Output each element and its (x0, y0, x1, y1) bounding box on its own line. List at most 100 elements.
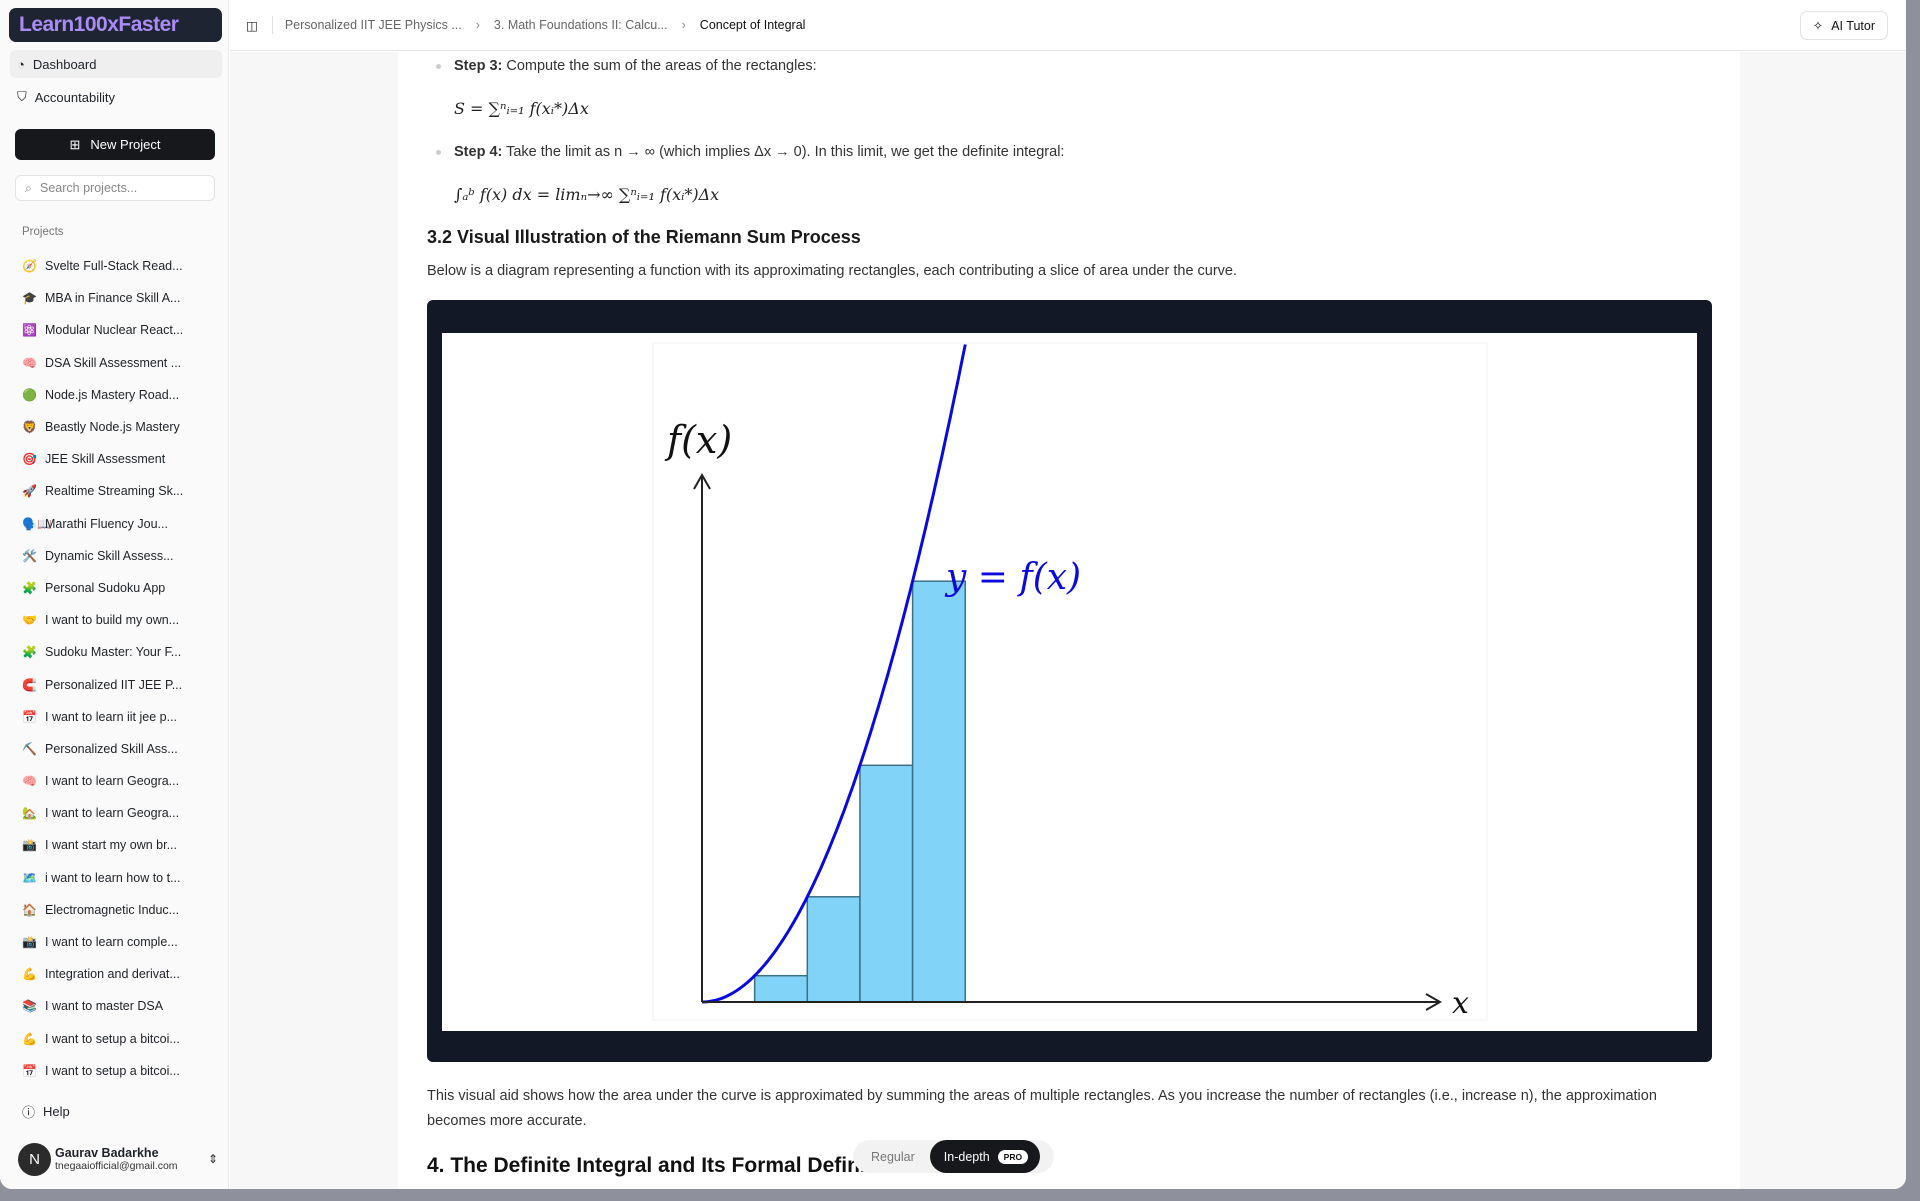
top-bar: ◫ Personalized IIT JEE Physics ... › 3. M… (230, 0, 1906, 51)
bullet (436, 150, 441, 155)
project-item[interactable]: 🦁 Beastly Node.js Mastery (22, 411, 222, 443)
project-item[interactable]: 🏡 I want to learn Geogra... (22, 797, 222, 829)
step3-text: Step 3: Compute the sum of the areas of … (454, 58, 817, 74)
project-item[interactable]: 📚 I want to master DSA (22, 990, 222, 1022)
projects-label: Projects (22, 226, 64, 238)
mode-toggle: Regular In-depth PRO (853, 1140, 1054, 1173)
diagram-frame: f(x) x y = f(x) (427, 300, 1712, 1062)
breadcrumb-item[interactable]: 3. Math Foundations II: Calcu... (493, 18, 668, 32)
function-curve (701, 344, 967, 1004)
sidebar-item-dashboard[interactable]: ◔ Dashboard (10, 50, 222, 78)
project-item[interactable]: ⚛️ Modular Nuclear React... (22, 314, 222, 346)
project-item[interactable]: 💪 I want to setup a bitcoi... (22, 1023, 222, 1055)
project-item[interactable]: 🚀 Realtime Streaming Sk... (22, 475, 222, 507)
project-label: Svelte Full-Stack Read... (45, 259, 183, 274)
project-label: Dynamic Skill Assess... (45, 548, 174, 563)
project-item[interactable]: 🧠 I want to learn Geogra... (22, 765, 222, 797)
project-list: 🧭 Svelte Full-Stack Read... 🎓 MBA in Financ… (22, 250, 222, 1087)
in-depth-label: In-depth (943, 1149, 990, 1164)
project-label: I want to learn comple... (45, 935, 178, 950)
project-item[interactable]: 🗺️ i want to learn how to t... (22, 862, 222, 894)
avatar: N (18, 1142, 51, 1176)
step4-body: Take the limit as n → ∞ (which implies Δ… (502, 144, 1065, 160)
riemann-rectangle (859, 764, 914, 1003)
project-item[interactable]: 🧲 Personalized IIT JEE P... (22, 668, 222, 700)
project-item[interactable]: 📸 I want to learn comple... (22, 926, 222, 958)
project-item[interactable]: 🎓 MBA in Finance Skill A... (22, 282, 222, 314)
after-diagram-text: This visual aid shows how the area under… (427, 1088, 1657, 1129)
project-emoji-icon: 🎓 (22, 291, 37, 306)
sidebar-toggle-icon[interactable]: ◫ (246, 18, 258, 33)
project-item[interactable]: 🏠 Electromagnetic Induc... (22, 894, 222, 926)
project-emoji-icon: 🚀 (22, 484, 37, 499)
project-emoji-icon: 🏡 (22, 806, 37, 821)
project-item[interactable]: 💪 Integration and derivat... (22, 958, 222, 990)
project-emoji-icon: 🧭 (22, 259, 37, 274)
project-label: I want to learn Geogra... (45, 774, 180, 789)
project-emoji-icon: 🗣️📖 (22, 516, 52, 531)
dashboard-icon: ◔ (17, 56, 25, 72)
project-label: Personal Sudoku App (45, 580, 166, 595)
nav-label: Dashboard (32, 56, 97, 72)
riemann-rectangle (753, 974, 809, 1003)
project-item[interactable]: 📸 I want start my own br... (22, 829, 222, 861)
project-label: Marathi Fluency Jou... (45, 516, 168, 531)
project-label: I want to learn iit jee p... (45, 709, 178, 724)
next-section-heading: 4. The Definite Integral and Its Formal … (427, 1154, 873, 1177)
project-item[interactable]: 📅 I want to learn iit jee p... (22, 701, 222, 733)
project-item[interactable]: 🗣️📖 Marathi Fluency Jou... (22, 508, 222, 540)
project-emoji-icon: 📅 (22, 709, 37, 724)
project-label: Modular Nuclear React... (45, 323, 184, 338)
riemann-rectangle (806, 896, 861, 1003)
project-item[interactable]: 📅 I want to setup a bitcoi... (22, 1055, 222, 1087)
project-label: Realtime Streaming Sk... (45, 484, 184, 499)
project-emoji-icon: 🏠 (22, 902, 37, 917)
section-intro: Below is a diagram representing a functi… (427, 263, 1238, 279)
project-emoji-icon: 🧠 (22, 355, 37, 370)
project-item[interactable]: 🧭 Svelte Full-Stack Read... (22, 250, 222, 282)
project-emoji-icon: 🦁 (22, 420, 37, 435)
project-emoji-icon: 🧩 (22, 645, 37, 660)
project-label: I want to setup a bitcoi... (45, 1031, 180, 1046)
project-label: I want to build my own... (45, 613, 180, 628)
search-placeholder: Search projects... (40, 181, 138, 195)
chevron-right-icon: › (681, 18, 686, 32)
plot-card (652, 342, 1488, 1021)
ai-tutor-button[interactable]: ✧ AI Tutor (1799, 11, 1888, 40)
section-heading: 3.2 Visual Illustration of the Riemann S… (427, 227, 861, 247)
project-emoji-icon: 🎯 (22, 452, 37, 467)
y-axis-arrow-icon (693, 472, 711, 490)
sidebar-item-accountability[interactable]: ⛉ Accountability (10, 83, 222, 111)
project-item[interactable]: 🧩 Sudoku Master: Your F... (22, 636, 222, 668)
project-item[interactable]: 🎯 JEE Skill Assessment (22, 443, 222, 475)
project-item[interactable]: ⛏️ Personalized Skill Ass... (22, 733, 222, 765)
nav-label: Accountability (34, 89, 115, 105)
project-item[interactable]: 🧩 Personal Sudoku App (22, 572, 222, 604)
project-label: i want to learn how to t... (45, 870, 181, 885)
help-icon: ⓘ (22, 1105, 36, 1120)
in-depth-mode-option[interactable]: In-depth PRO (929, 1140, 1041, 1173)
project-item[interactable]: 🧠 DSA Skill Assessment ... (22, 347, 222, 379)
handshake-icon: ⛉ (17, 89, 27, 104)
user-menu[interactable]: N Gaurav Badarkhe tnegaaiofficial@gmail.c… (18, 1140, 218, 1178)
step4-text: Step 4: Take the limit as n → ∞ (which i… (454, 144, 1064, 160)
project-emoji-icon: 🧩 (22, 580, 37, 595)
help-button[interactable]: ⓘ Help (22, 1102, 70, 1121)
logo[interactable]: Learn100xFaster (9, 8, 222, 42)
sparkles-icon: ✧ (1812, 19, 1824, 33)
step4-label: Step 4: (454, 144, 503, 160)
curve-label: y = f(x) (944, 557, 1081, 598)
project-emoji-icon: 📸 (22, 935, 37, 950)
project-item[interactable]: 🛠️ Dynamic Skill Assess... (22, 540, 222, 572)
step4-formula: ∫ₐᵇ f(x) dx = limₙ→∞ ∑ⁿᵢ₌₁ f(xᵢ*)Δx (454, 185, 720, 204)
regular-mode-option[interactable]: Regular (871, 1149, 915, 1164)
project-label: DSA Skill Assessment ... (45, 355, 182, 370)
project-item[interactable]: 🟢 Node.js Mastery Road... (22, 379, 222, 411)
search-projects-input[interactable]: ⌕ Search projects... (15, 175, 215, 201)
breadcrumb-item[interactable]: Personalized IIT JEE Physics ... (284, 18, 462, 32)
new-project-button[interactable]: ⊞ New Project (15, 129, 215, 160)
project-emoji-icon: 🧲 (22, 677, 37, 692)
step3-body: Compute the sum of the areas of the rect… (502, 58, 817, 74)
project-item[interactable]: 🤝 I want to build my own... (22, 604, 222, 636)
project-label: I want to learn Geogra... (45, 806, 180, 821)
